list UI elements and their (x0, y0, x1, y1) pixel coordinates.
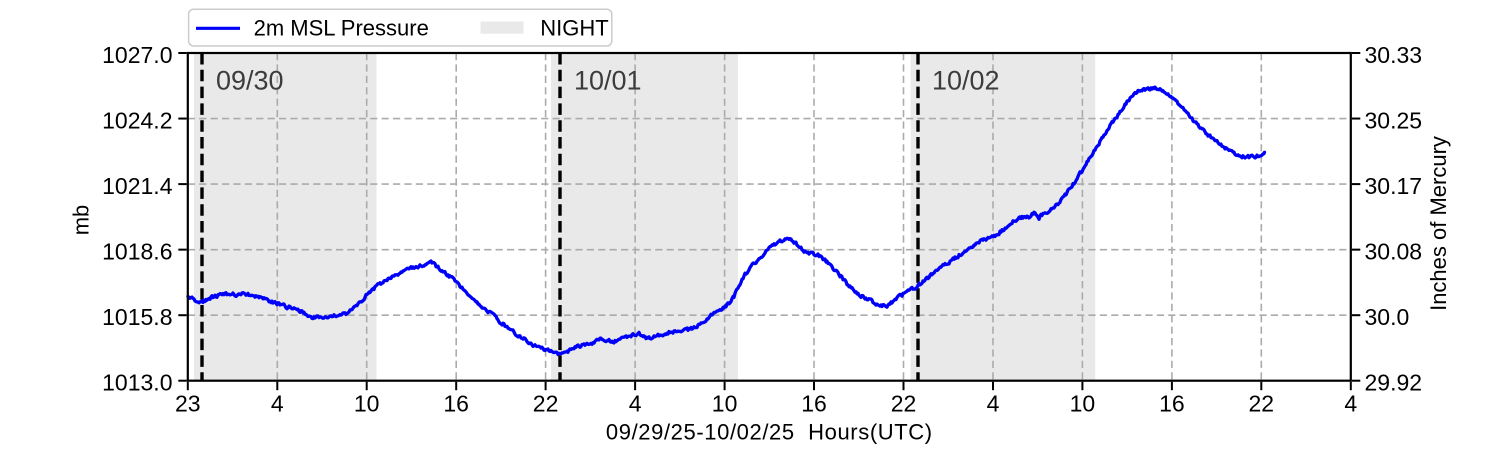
svg-text:23: 23 (175, 391, 201, 417)
svg-text:30.0: 30.0 (1365, 304, 1410, 330)
svg-text:10: 10 (712, 391, 738, 417)
svg-text:22: 22 (533, 391, 559, 417)
svg-text:Inches of Mercury: Inches of Mercury (1426, 136, 1451, 311)
svg-text:NIGHT: NIGHT (540, 16, 608, 41)
svg-text:10/01: 10/01 (574, 66, 642, 96)
svg-text:1018.6: 1018.6 (102, 239, 172, 265)
svg-text:10: 10 (1070, 391, 1096, 417)
svg-text:09/30: 09/30 (216, 66, 284, 96)
svg-text:22: 22 (1249, 391, 1275, 417)
svg-text:1013.0: 1013.0 (102, 370, 172, 396)
svg-text:30.17: 30.17 (1365, 173, 1423, 199)
svg-text:16: 16 (443, 391, 469, 417)
svg-text:4: 4 (987, 391, 1000, 417)
svg-text:4: 4 (271, 391, 284, 417)
svg-text:mb: mb (69, 205, 94, 236)
svg-text:10/02: 10/02 (932, 66, 1000, 96)
svg-text:1021.4: 1021.4 (102, 173, 173, 199)
svg-text:2m MSL Pressure: 2m MSL Pressure (254, 16, 429, 41)
svg-text:10: 10 (354, 391, 380, 417)
svg-text:22: 22 (891, 391, 917, 417)
svg-text:1027.0: 1027.0 (102, 42, 172, 68)
svg-text:30.33: 30.33 (1365, 42, 1423, 68)
svg-text:1024.2: 1024.2 (102, 107, 172, 133)
svg-text:09/29/25-10/02/25 Hours(UTC): 09/29/25-10/02/25 Hours(UTC) (606, 420, 933, 445)
svg-text:4: 4 (1344, 391, 1357, 417)
svg-text:4: 4 (629, 391, 642, 417)
svg-text:16: 16 (1159, 391, 1185, 417)
svg-text:29.92: 29.92 (1365, 370, 1423, 396)
svg-text:30.08: 30.08 (1365, 239, 1423, 265)
svg-text:30.25: 30.25 (1365, 107, 1423, 133)
svg-text:16: 16 (801, 391, 827, 417)
svg-text:1015.8: 1015.8 (102, 304, 172, 330)
